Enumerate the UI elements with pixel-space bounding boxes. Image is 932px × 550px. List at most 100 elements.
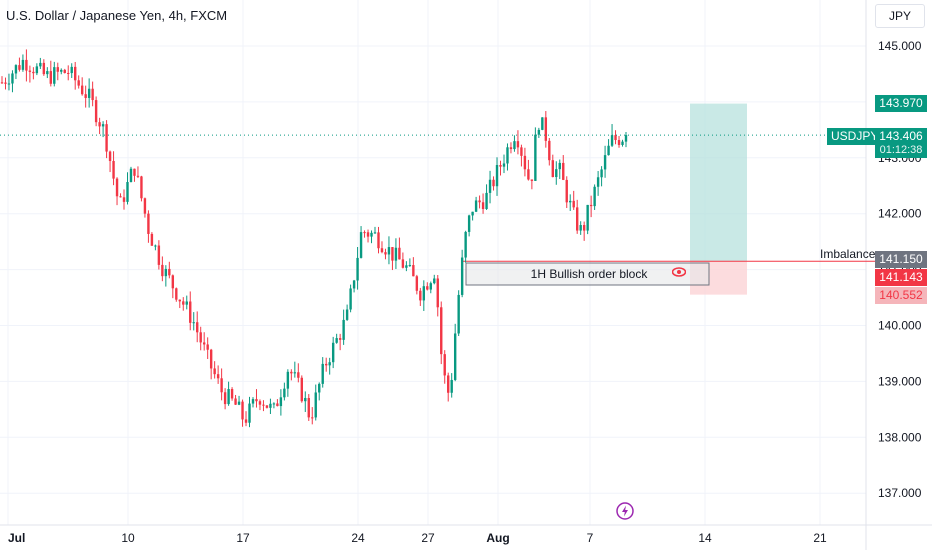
order-block-box	[465, 262, 710, 286]
candle-body	[216, 374, 220, 379]
candle-body	[363, 232, 366, 234]
candle-body	[596, 177, 600, 187]
candle-body	[112, 160, 115, 179]
candle-body	[7, 83, 11, 85]
candle-body	[60, 69, 63, 72]
candle-body	[345, 309, 349, 320]
candle-body	[516, 141, 520, 148]
candle-body	[290, 371, 293, 374]
candle-body	[168, 268, 171, 276]
candle-body	[244, 419, 248, 423]
candle-body	[537, 129, 541, 135]
eye-icon[interactable]	[672, 265, 686, 279]
candle-body	[359, 232, 363, 258]
candle-body	[562, 162, 565, 180]
candle-body	[429, 283, 432, 290]
x-tick-label: 14	[698, 531, 712, 545]
candle-body	[331, 342, 335, 363]
candle-body	[453, 333, 457, 380]
candle-body	[178, 299, 181, 302]
candle-body	[579, 225, 582, 231]
candle-body	[412, 265, 415, 277]
candle-body	[237, 401, 241, 405]
candle-body	[575, 207, 579, 231]
chart-title: U.S. Dollar / Japanese Yen, 4h, FXCM	[6, 8, 228, 23]
candle-body	[436, 278, 439, 308]
candle-body	[105, 124, 108, 152]
y-tick-label: 139.000	[878, 374, 922, 388]
candle-body	[255, 399, 258, 402]
candle-body	[314, 392, 317, 418]
candle-body	[398, 247, 401, 260]
candle-body	[14, 65, 18, 74]
candle-body	[541, 117, 544, 130]
candle-body	[161, 264, 164, 277]
candle-body	[471, 211, 474, 216]
candle-body	[474, 200, 478, 212]
candle-body	[572, 200, 575, 208]
candle-body	[391, 247, 394, 261]
entry-price-tag: 141.143	[875, 269, 927, 286]
candle-body	[175, 288, 178, 300]
candle-body	[25, 59, 28, 71]
candle-body	[610, 135, 614, 146]
candle-body	[422, 286, 426, 301]
candle-body	[509, 147, 513, 150]
candle-body	[495, 165, 499, 187]
candle-body	[272, 403, 276, 405]
candle-body	[21, 59, 25, 70]
candle-body	[87, 88, 91, 98]
flash-icon[interactable]	[616, 502, 634, 520]
candle-body	[223, 392, 227, 405]
candle-body	[126, 182, 129, 202]
candle-body	[534, 134, 537, 181]
candle-body	[209, 349, 213, 369]
candle-body	[366, 232, 370, 237]
order-block-label: 1H Bullish order block	[530, 266, 648, 281]
candle-body	[569, 200, 572, 203]
candle-body	[377, 232, 380, 249]
candle-body	[328, 362, 331, 366]
candle-body	[133, 168, 136, 176]
candle-body	[447, 375, 450, 393]
candle-body	[593, 186, 596, 207]
candle-body	[154, 245, 157, 247]
candle-body	[230, 389, 234, 399]
currency-button[interactable]: JPY	[875, 4, 925, 28]
candle-body	[0, 82, 4, 84]
candle-body	[530, 179, 534, 181]
x-tick-label: 24	[351, 531, 365, 545]
candle-body	[119, 196, 122, 198]
candle-body	[558, 162, 561, 170]
candle-body	[67, 72, 70, 74]
candle-body	[506, 147, 509, 164]
x-tick-label: Jul	[8, 531, 25, 545]
candle-body	[617, 140, 621, 145]
candle-body	[589, 204, 593, 207]
candle-body	[548, 140, 551, 161]
candle-body	[555, 169, 558, 178]
candle-body	[206, 344, 209, 350]
candle-body	[335, 338, 338, 343]
candle-body	[352, 280, 356, 289]
candle-body	[279, 397, 283, 407]
candle-body	[478, 200, 481, 203]
candle-body	[189, 301, 192, 323]
candle-body	[98, 122, 101, 127]
candle-body	[325, 363, 328, 366]
x-tick-label: 7	[587, 531, 594, 545]
candle-body	[269, 403, 272, 408]
candle-body	[499, 165, 502, 167]
x-tick-label: 17	[236, 531, 250, 545]
candle-body	[70, 66, 73, 74]
candle-body	[171, 275, 175, 289]
candle-body	[384, 252, 387, 255]
candle-body	[4, 82, 7, 84]
y-tick-label: 142.000	[878, 207, 922, 221]
candle-body	[157, 245, 161, 265]
imbalance-price-tag: 141.150	[875, 251, 927, 268]
x-tick-label: 27	[421, 531, 435, 545]
candle-body	[283, 388, 286, 398]
symbol-tag: USDJPY	[827, 128, 883, 145]
